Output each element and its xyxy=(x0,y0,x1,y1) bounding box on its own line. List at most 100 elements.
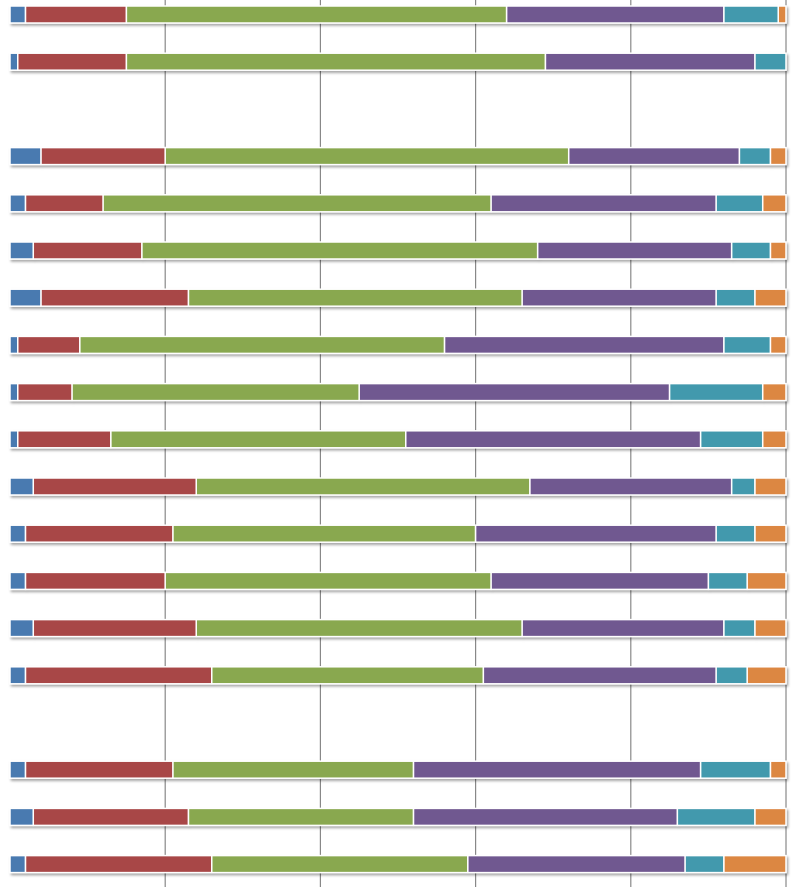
bar-segment xyxy=(24,760,174,779)
bar-segment xyxy=(482,666,717,685)
bar-segment xyxy=(24,854,213,874)
bar-segment xyxy=(412,760,702,779)
bar-segment xyxy=(9,241,35,260)
bar-segment xyxy=(164,146,570,166)
bar-segment xyxy=(769,760,787,779)
bar-segment xyxy=(9,194,27,213)
bar-segment xyxy=(141,241,539,260)
bar-segment xyxy=(668,382,764,402)
bar-segment xyxy=(187,288,523,307)
bar-segment xyxy=(536,241,733,260)
bar-segment xyxy=(769,146,787,166)
bar-segment xyxy=(17,335,81,355)
bar-segment xyxy=(474,524,717,543)
bar-segment xyxy=(164,571,492,591)
bar-segment xyxy=(730,241,772,260)
bar-segment xyxy=(17,430,112,449)
bar-row xyxy=(9,52,787,71)
bar-segment xyxy=(9,430,19,449)
bar-segment xyxy=(32,241,143,260)
bar-segment xyxy=(9,571,27,591)
bar-segment xyxy=(125,5,508,24)
bar-row xyxy=(9,477,787,496)
bar-segment xyxy=(746,571,787,591)
bar-segment xyxy=(9,288,42,307)
bar-segment xyxy=(761,430,787,449)
bar-segment xyxy=(9,854,27,874)
bar-row xyxy=(9,854,787,874)
bar-segment xyxy=(754,477,787,496)
bar-row xyxy=(9,760,787,779)
bar-segment xyxy=(405,430,702,449)
bar-segment xyxy=(102,194,492,213)
bar-segment xyxy=(9,477,35,496)
bar-row xyxy=(9,524,787,543)
bar-segment xyxy=(754,52,787,71)
bar-segment xyxy=(754,807,787,827)
bar-segment xyxy=(777,5,787,24)
bar-segment xyxy=(761,382,787,402)
bar-segment xyxy=(9,760,27,779)
bar-segment xyxy=(738,146,772,166)
bar-segment xyxy=(754,524,787,543)
bar-segment xyxy=(9,335,19,355)
bar-row xyxy=(9,666,787,685)
bar-row xyxy=(9,571,787,591)
bar-segment xyxy=(9,52,19,71)
bar-segment xyxy=(529,477,733,496)
bar-segment xyxy=(544,52,756,71)
bar-row xyxy=(9,382,787,402)
bar-segment xyxy=(754,288,787,307)
bar-segment xyxy=(211,666,485,685)
bar-segment xyxy=(9,618,35,638)
bar-segment xyxy=(24,524,174,543)
bar-row xyxy=(9,5,787,24)
bar-segment xyxy=(521,288,717,307)
bar-segment xyxy=(358,382,671,402)
bar-segment xyxy=(9,666,27,685)
bar-segment xyxy=(9,807,35,827)
bar-segment xyxy=(723,335,772,355)
bar-segment xyxy=(761,194,787,213)
bar-segment xyxy=(71,382,360,402)
bar-segment xyxy=(24,571,166,591)
bar-segment xyxy=(17,52,128,71)
bar-segment xyxy=(9,146,42,166)
bar-segment xyxy=(412,807,679,827)
bar-segment xyxy=(40,146,166,166)
bar-segment xyxy=(125,52,547,71)
bar-row xyxy=(9,241,787,260)
bar-segment xyxy=(9,524,27,543)
bar-segment xyxy=(505,5,725,24)
bar-segment xyxy=(707,571,748,591)
bar-segment xyxy=(32,477,197,496)
bar-row xyxy=(9,288,787,307)
bar-segment xyxy=(17,382,73,402)
bar-row xyxy=(9,146,787,166)
bar-segment xyxy=(754,618,787,638)
bar-segment xyxy=(24,5,128,24)
bar-segment xyxy=(172,524,477,543)
bar-segment xyxy=(746,666,787,685)
bar-segment xyxy=(521,618,725,638)
bar-segment xyxy=(715,288,756,307)
bar-segment xyxy=(769,335,787,355)
bar-segment xyxy=(490,194,717,213)
bar-segment xyxy=(715,524,756,543)
bar-segment xyxy=(723,5,779,24)
bar-segment xyxy=(9,382,19,402)
bar-segment xyxy=(467,854,686,874)
bar-segment xyxy=(79,335,446,355)
bar-segment xyxy=(684,854,725,874)
bar-segment xyxy=(715,194,764,213)
bar-row xyxy=(9,194,787,213)
bar-segment xyxy=(443,335,725,355)
bar-row xyxy=(9,430,787,449)
bars xyxy=(9,5,787,874)
bar-segment xyxy=(24,194,104,213)
bar-segment xyxy=(567,146,741,166)
bar-segment xyxy=(110,430,407,449)
bar-segment xyxy=(40,288,190,307)
